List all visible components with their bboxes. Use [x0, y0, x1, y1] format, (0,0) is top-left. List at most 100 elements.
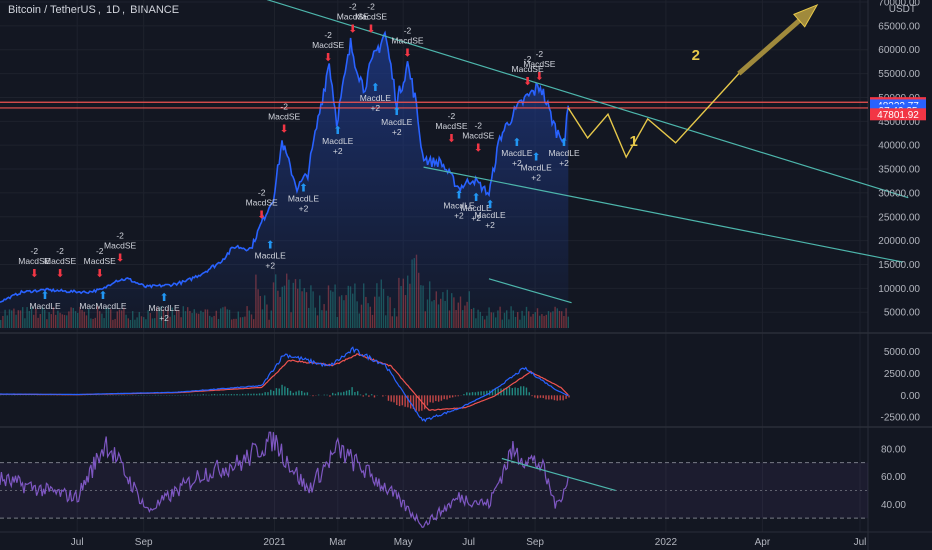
strategy-signals: -2⬇MacdSE-2⬇MacdSE-2⬇MacdSE-2⬇MacdSEMacd…: [18, 1, 580, 323]
macd-histogram-bar: [382, 395, 384, 397]
rsi-line: [0, 431, 569, 528]
macd-histogram-bar: [534, 395, 536, 398]
macd-histogram-bar: [191, 394, 193, 396]
macd-histogram-bar: [545, 395, 547, 400]
macd-histogram-bar: [298, 390, 300, 396]
macd-histogram-bar: [295, 391, 297, 396]
time-axis-tick: Mar: [329, 537, 347, 548]
macd-histogram-bar: [471, 392, 474, 396]
macd-histogram-bar: [435, 395, 437, 402]
macd-histogram-bar: [230, 394, 233, 396]
buy-arrow-icon: ⬆: [454, 190, 463, 202]
macd-histogram-bar: [517, 387, 519, 396]
macd-histogram-bar: [244, 394, 247, 396]
macd-histogram-bar: [437, 395, 440, 402]
macd-histogram-bar: [261, 393, 264, 396]
price-label-3: 47801.92: [877, 110, 919, 121]
macd-histogram-bar: [250, 393, 252, 396]
signal-label-buy: MacdLE: [29, 301, 61, 311]
signal-label-buy: MacMacdLE: [79, 301, 127, 311]
macd-histogram-bar: [457, 395, 459, 397]
signal-label-sell: -2: [96, 246, 104, 256]
sell-arrow-icon: ⬇: [348, 23, 357, 35]
signal-label-sell: MacdSE: [104, 241, 136, 251]
macd-histogram-bar: [440, 395, 443, 401]
macd-histogram-bar: [281, 384, 283, 396]
macd-histogram-bar: [188, 394, 190, 396]
buy-arrow-icon: ⬆: [392, 106, 401, 118]
price-axis-tick: 15000.00: [878, 260, 920, 271]
time-axis-tick: Sep: [135, 537, 153, 548]
interval-label[interactable]: 1D: [105, 4, 121, 16]
buy-arrow-icon: ⬆: [559, 137, 568, 149]
macd-pane: [0, 346, 570, 423]
trendline-2: [488, 278, 572, 304]
macd-histogram-bar: [409, 395, 412, 409]
signal-label-sell: MacdSE: [512, 64, 544, 74]
projection-arrow-head: [793, 3, 819, 28]
signal-label-sell: -2: [349, 1, 357, 11]
signal-label-buy: MacdLE: [322, 136, 354, 146]
macd-histogram-bar: [396, 395, 398, 406]
macd-histogram-bar: [329, 395, 331, 397]
macd-histogram-bar: [286, 387, 289, 396]
macd-histogram-bar: [247, 393, 249, 396]
macd-histogram-bar: [429, 395, 431, 403]
buy-arrow-icon: ⬆: [512, 137, 521, 149]
price-axis-tick: 20000.00: [878, 236, 920, 247]
macd-histogram-bar: [241, 393, 244, 396]
macd-histogram-bar: [423, 395, 426, 410]
time-axis-tick: 2022: [655, 537, 678, 548]
rsi-band: [0, 462, 868, 519]
macd-histogram-bar: [185, 394, 188, 396]
signal-label-buy: +2: [471, 213, 481, 223]
time-axis-tick: Jul: [462, 537, 475, 548]
signal-label-sell: -2: [31, 246, 39, 256]
buy-arrow-icon: ⬆: [40, 290, 49, 302]
macd-histogram-bar: [256, 393, 258, 396]
signal-label-sell: -2: [116, 231, 124, 241]
buy-arrow-icon: ⬆: [159, 292, 168, 304]
sell-arrow-icon: ⬇: [523, 76, 532, 88]
macd-histogram-bar: [539, 395, 542, 398]
macd-histogram-bar: [432, 395, 434, 403]
macd-line: [0, 346, 569, 423]
macd-histogram-bar: [454, 395, 457, 397]
sell-arrow-icon: ⬇: [403, 47, 412, 59]
macd-histogram-bar: [239, 394, 241, 396]
buy-arrow-icon: ⬆: [532, 151, 541, 163]
macd-histogram-bar: [520, 386, 522, 396]
macd-histogram-bar: [401, 395, 404, 406]
macd-histogram-bar: [365, 393, 367, 396]
symbol-name[interactable]: Bitcoin / TetherUS: [8, 4, 96, 16]
sell-arrow-icon: ⬇: [30, 268, 39, 280]
buy-arrow-icon: ⬆: [98, 290, 107, 302]
signal-label-sell: -2: [367, 1, 375, 11]
macd-histogram-bar: [351, 387, 353, 396]
macd-histogram-bar: [301, 390, 303, 396]
signal-label-sell: -2: [524, 54, 532, 64]
signal-label-buy: MacdLE: [474, 210, 506, 220]
macd-histogram-bar: [426, 395, 429, 406]
macd-histogram-bar: [559, 395, 561, 401]
macd-histogram-bar: [345, 390, 348, 396]
macd-histogram-bar: [368, 395, 370, 397]
signal-label-sell: MacdSE: [462, 131, 494, 141]
signal-label-buy: MacdLE: [360, 93, 392, 103]
time-axis-tick: May: [394, 537, 413, 548]
macd-histogram-bar: [323, 394, 325, 396]
macd-histogram-bar: [270, 389, 272, 396]
macd-histogram-bar: [205, 394, 207, 396]
sell-arrow-icon: ⬇: [257, 210, 266, 222]
macd-histogram-bar: [362, 395, 364, 397]
macd-histogram-bar: [194, 394, 196, 396]
macd-histogram-bar: [511, 388, 514, 396]
signal-label-buy: MacdLE: [521, 162, 553, 172]
macd-histogram-bar: [407, 395, 409, 408]
signal-label-sell: MacdSE: [435, 121, 467, 131]
buy-arrow-icon: ⬆: [333, 125, 342, 137]
macd-histogram-bar: [443, 395, 445, 400]
sell-arrow-icon: ⬇: [324, 52, 333, 64]
macd-histogram-bar: [326, 394, 328, 396]
